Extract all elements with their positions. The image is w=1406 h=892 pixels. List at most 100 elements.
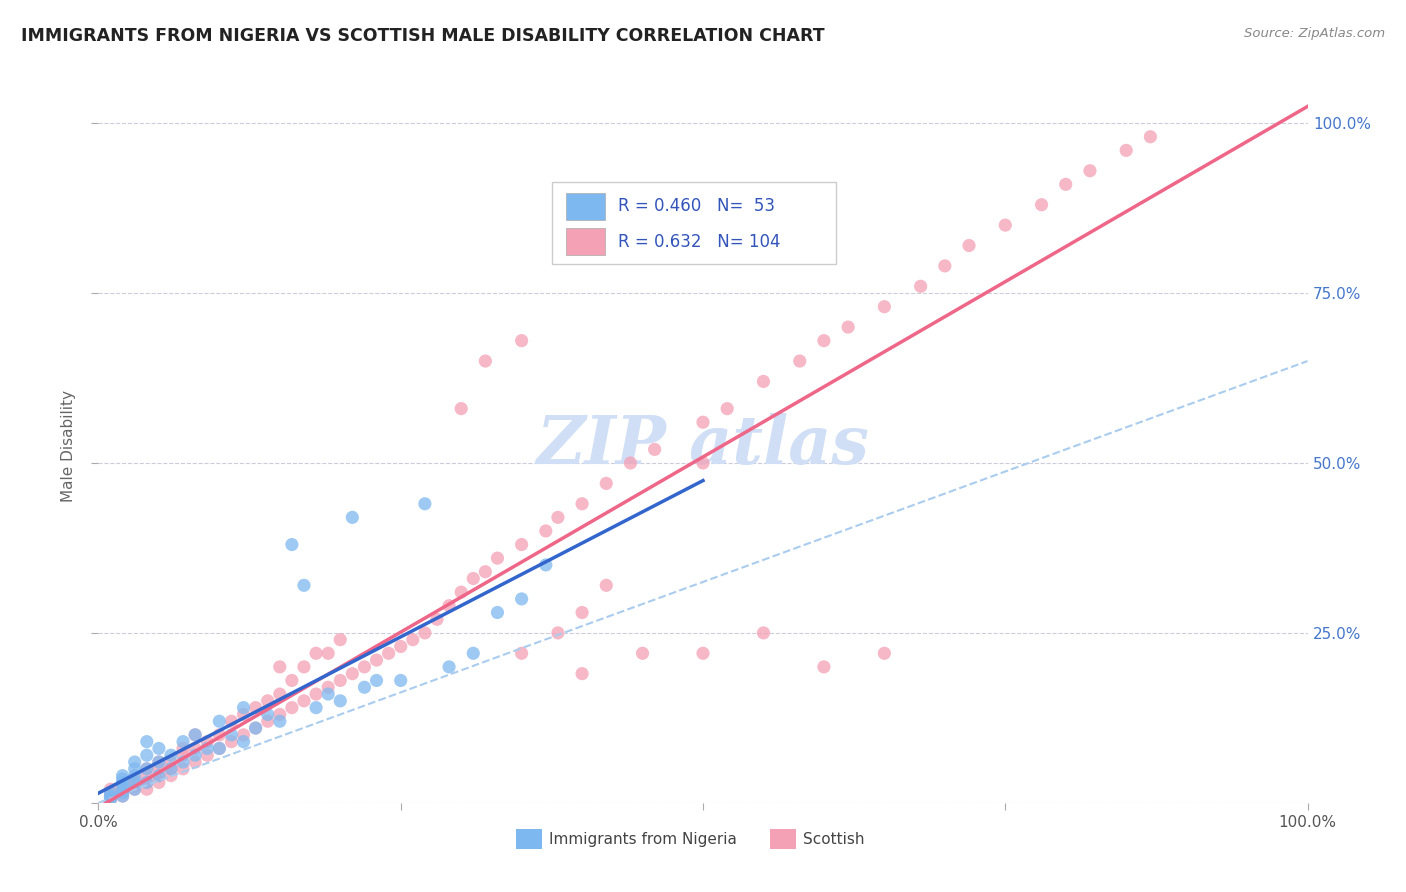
Point (486, 606, 509, 620)
Point (184, 741, 207, 756)
Point (281, 700, 304, 714)
Point (232, 734, 254, 748)
Point (160, 762, 183, 776)
Point (160, 755, 183, 769)
Point (413, 497, 436, 511)
Point (256, 707, 278, 722)
Point (124, 779, 146, 793)
Point (837, 320, 859, 334)
Point (148, 741, 170, 756)
Point (789, 354, 811, 368)
Point (534, 558, 557, 572)
Point (316, 646, 339, 660)
Point (389, 640, 412, 654)
Point (534, 524, 557, 538)
Point (100, 792, 122, 806)
Point (221, 734, 243, 748)
Point (571, 606, 593, 620)
Point (100, 789, 122, 803)
Point (329, 673, 352, 688)
Point (353, 660, 375, 674)
Point (571, 497, 593, 511)
Point (413, 626, 436, 640)
Bar (516, 830, 543, 849)
Point (510, 537, 533, 551)
Point (135, 782, 157, 797)
Point (111, 786, 134, 800)
Point (426, 612, 449, 626)
Point (172, 734, 194, 748)
Point (135, 775, 157, 789)
Point (208, 741, 231, 756)
Point (124, 782, 146, 797)
Point (377, 646, 399, 660)
Text: IMMIGRANTS FROM NIGERIA VS SCOTTISH MALE DISABILITY CORRELATION CHART: IMMIGRANTS FROM NIGERIA VS SCOTTISH MALE… (21, 27, 825, 45)
Point (208, 728, 231, 742)
Point (292, 660, 315, 674)
Point (644, 442, 666, 457)
Point (232, 728, 254, 742)
Text: Scottish: Scottish (803, 832, 865, 847)
Point (148, 755, 170, 769)
Point (172, 741, 194, 756)
Point (111, 789, 134, 803)
Point (195, 741, 218, 756)
Point (124, 762, 146, 776)
Point (366, 653, 388, 667)
Point (353, 680, 375, 694)
Text: R = 0.632   N= 104: R = 0.632 N= 104 (619, 233, 780, 251)
Point (547, 626, 569, 640)
Point (100, 789, 122, 803)
Point (135, 762, 157, 776)
Bar (567, 193, 605, 219)
Point (160, 748, 183, 763)
Point (366, 673, 388, 688)
Point (100, 792, 122, 806)
Point (474, 354, 496, 368)
Point (111, 772, 134, 786)
Point (1031, 198, 1053, 212)
Point (510, 591, 533, 606)
Point (305, 700, 328, 714)
Point (100, 786, 122, 800)
Point (813, 334, 835, 348)
Point (195, 734, 218, 748)
Point (148, 755, 170, 769)
Point (184, 728, 207, 742)
Point (160, 769, 183, 783)
Point (873, 646, 896, 660)
Point (305, 646, 328, 660)
Point (124, 775, 146, 789)
Point (437, 599, 460, 613)
Point (124, 772, 146, 786)
Point (135, 769, 157, 783)
Point (245, 721, 267, 735)
Point (486, 551, 509, 566)
Point (221, 728, 243, 742)
Point (184, 755, 207, 769)
Point (692, 456, 714, 470)
Point (172, 748, 194, 763)
Point (232, 707, 254, 722)
Point (256, 694, 278, 708)
Point (208, 741, 231, 756)
Point (281, 673, 304, 688)
Point (595, 476, 617, 491)
Point (316, 680, 339, 694)
Point (232, 700, 254, 714)
Point (111, 775, 134, 789)
Point (269, 714, 291, 729)
Point (124, 769, 146, 783)
Point (221, 714, 243, 729)
Point (1054, 178, 1077, 192)
Point (135, 762, 157, 776)
Point (208, 714, 231, 729)
Point (342, 510, 364, 524)
Point (619, 456, 641, 470)
Point (184, 728, 207, 742)
Point (1139, 129, 1161, 144)
Bar (769, 830, 796, 849)
Point (402, 632, 425, 647)
Point (100, 790, 122, 805)
Point (135, 734, 157, 748)
